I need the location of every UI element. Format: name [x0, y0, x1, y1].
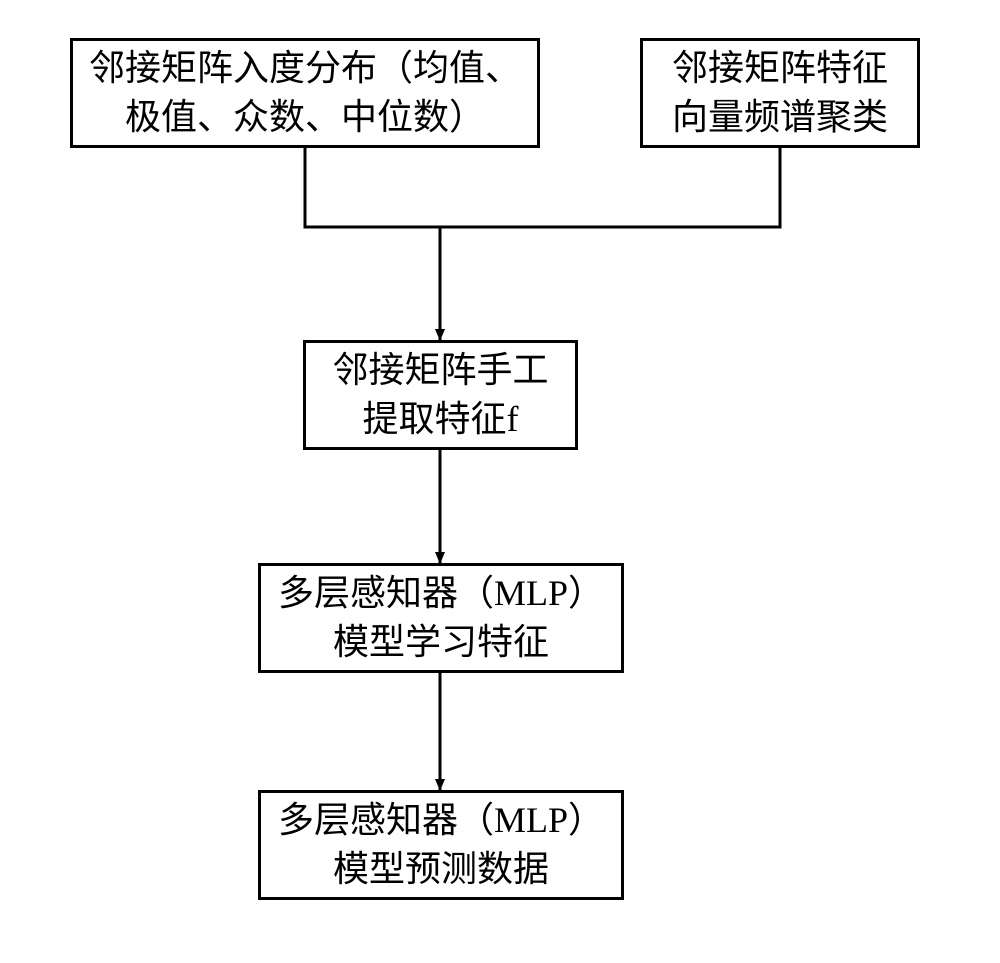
flowchart-container: 邻接矩阵入度分布（均值、极值、众数、中位数） 邻接矩阵特征向量频谱聚类邻接矩阵手工… — [0, 0, 1000, 963]
node-label: 邻接矩阵特征向量频谱聚类 — [655, 44, 905, 141]
node-n2: 邻接矩阵特征向量频谱聚类 — [640, 38, 920, 148]
node-label: 邻接矩阵手工提取特征f — [318, 346, 563, 443]
node-n1: 邻接矩阵入度分布（均值、极值、众数、中位数） — [70, 38, 540, 148]
node-label: 多层感知器（MLP）模型学习特征 — [273, 569, 609, 666]
node-label: 邻接矩阵入度分布（均值、极值、众数、中位数） — [85, 44, 525, 141]
node-n5: 多层感知器（MLP）模型预测数据 — [258, 790, 624, 900]
edge-n2-n3 — [440, 148, 780, 227]
node-n3: 邻接矩阵手工提取特征f — [303, 340, 578, 450]
edge-n1-n3 — [305, 148, 440, 325]
node-n4: 多层感知器（MLP）模型学习特征 — [258, 563, 624, 673]
node-label: 多层感知器（MLP）模型预测数据 — [273, 796, 609, 893]
